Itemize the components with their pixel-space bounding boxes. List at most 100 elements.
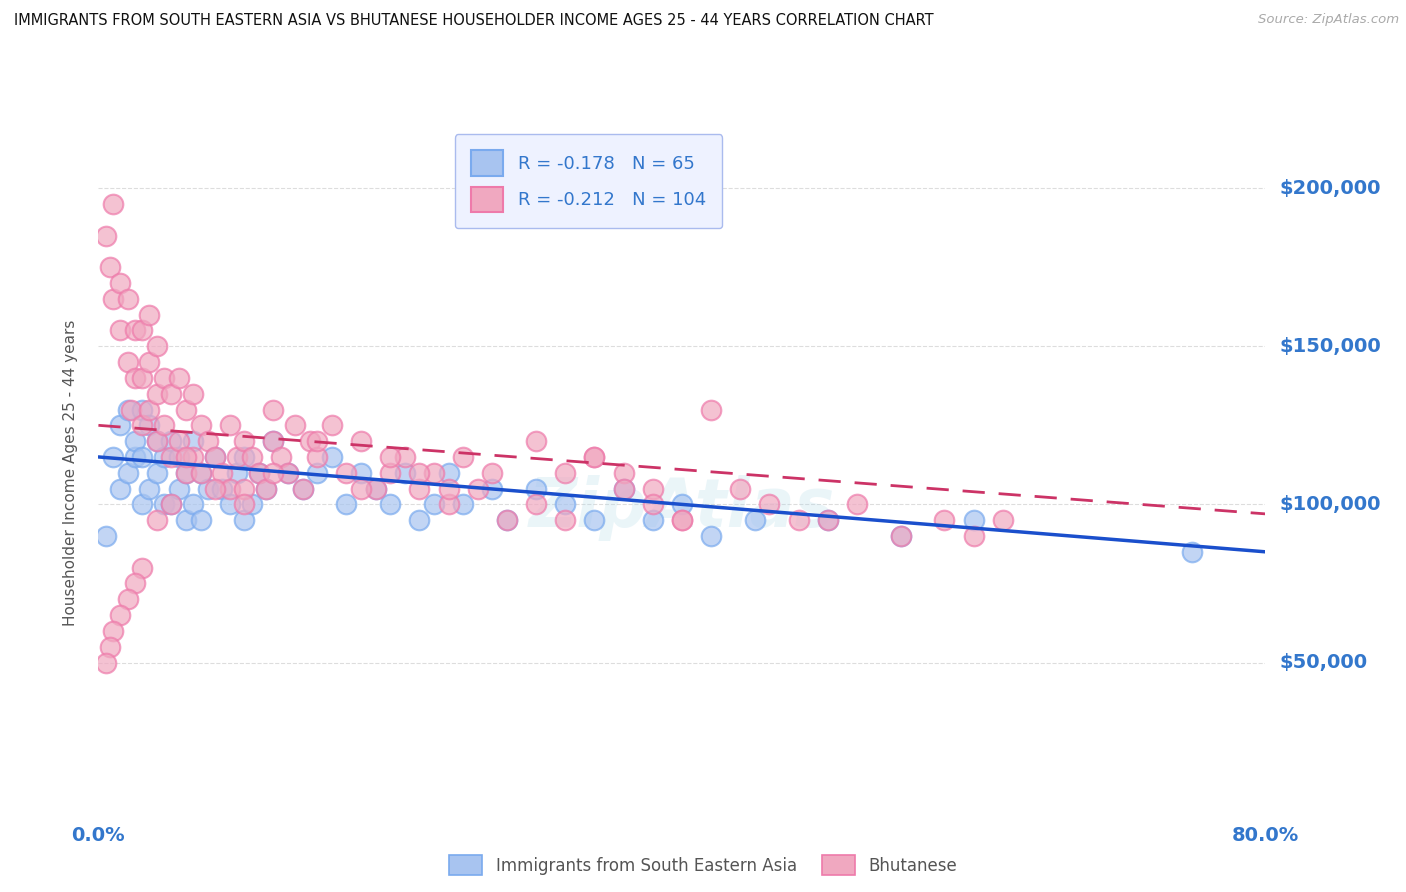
Point <box>153 418 176 433</box>
Point <box>131 323 153 337</box>
Point <box>298 434 321 449</box>
Point <box>583 450 606 464</box>
Point <box>131 402 153 417</box>
Point <box>845 497 868 511</box>
Point <box>160 434 183 449</box>
Point <box>262 434 284 449</box>
Point <box>138 355 160 369</box>
Point <box>218 482 240 496</box>
Point <box>962 513 984 527</box>
Point <box>262 402 284 417</box>
Point <box>254 482 277 496</box>
Point <box>167 371 190 385</box>
Point <box>817 513 839 527</box>
Point <box>467 482 489 496</box>
Point <box>233 497 256 511</box>
Point <box>394 450 416 464</box>
Point <box>117 402 139 417</box>
Text: Source: ZipAtlas.com: Source: ZipAtlas.com <box>1258 13 1399 27</box>
Point <box>524 434 547 449</box>
Point <box>146 513 169 527</box>
Point <box>408 482 430 496</box>
Point <box>94 529 117 543</box>
Point <box>277 466 299 480</box>
Point <box>120 402 142 417</box>
Point <box>378 497 402 511</box>
Point <box>247 466 270 480</box>
Point <box>174 513 197 527</box>
Point <box>110 482 132 496</box>
Point <box>146 339 169 353</box>
Point <box>131 497 153 511</box>
Point <box>350 434 373 449</box>
Point <box>554 466 576 480</box>
Point <box>124 323 146 337</box>
Point <box>364 482 387 496</box>
Point <box>190 418 212 433</box>
Point <box>641 513 664 527</box>
Point <box>131 371 153 385</box>
Point <box>641 497 664 511</box>
Point <box>378 450 402 464</box>
Point <box>146 386 169 401</box>
Point <box>291 482 314 496</box>
Point <box>160 450 183 464</box>
Point <box>233 450 256 464</box>
Point <box>817 513 839 527</box>
Point <box>583 450 606 464</box>
Point <box>181 450 204 464</box>
Point <box>131 450 153 464</box>
Point <box>233 434 256 449</box>
Point <box>671 513 693 527</box>
Point <box>204 450 226 464</box>
Point <box>138 402 160 417</box>
Point <box>991 513 1014 527</box>
Point <box>612 482 634 496</box>
Point <box>190 466 212 480</box>
Point <box>728 482 751 496</box>
Text: ZipAtlas: ZipAtlas <box>529 475 835 541</box>
Point <box>110 323 132 337</box>
Point <box>138 482 160 496</box>
Point <box>307 450 329 464</box>
Point <box>890 529 912 543</box>
Point <box>138 418 160 433</box>
Point <box>408 466 430 480</box>
Point <box>583 513 606 527</box>
Point <box>554 513 576 527</box>
Point <box>204 482 226 496</box>
Point <box>117 292 139 306</box>
Point <box>167 450 190 464</box>
Point <box>612 466 634 480</box>
Point <box>218 418 240 433</box>
Point <box>98 260 121 275</box>
Point <box>700 402 723 417</box>
Point <box>101 450 124 464</box>
Point <box>110 418 132 433</box>
Point <box>101 197 124 211</box>
Point <box>211 482 233 496</box>
Point <box>233 482 256 496</box>
Point <box>190 466 212 480</box>
Text: $50,000: $50,000 <box>1279 653 1368 672</box>
Point <box>307 466 329 480</box>
Point <box>787 513 810 527</box>
Text: IMMIGRANTS FROM SOUTH EASTERN ASIA VS BHUTANESE HOUSEHOLDER INCOME AGES 25 - 44 : IMMIGRANTS FROM SOUTH EASTERN ASIA VS BH… <box>14 13 934 29</box>
Point <box>481 482 503 496</box>
Point <box>350 466 373 480</box>
Point <box>153 371 176 385</box>
Point <box>174 450 197 464</box>
Legend: Immigrants from South Eastern Asia, Bhutanese: Immigrants from South Eastern Asia, Bhut… <box>440 847 966 884</box>
Point <box>524 497 547 511</box>
Point <box>117 355 139 369</box>
Point <box>160 497 183 511</box>
Point <box>321 450 343 464</box>
Point <box>378 466 402 480</box>
Point <box>117 466 139 480</box>
Point <box>218 497 240 511</box>
Point <box>350 482 373 496</box>
Point <box>671 497 693 511</box>
Point <box>110 276 132 290</box>
Point <box>423 466 446 480</box>
Point <box>481 466 503 480</box>
